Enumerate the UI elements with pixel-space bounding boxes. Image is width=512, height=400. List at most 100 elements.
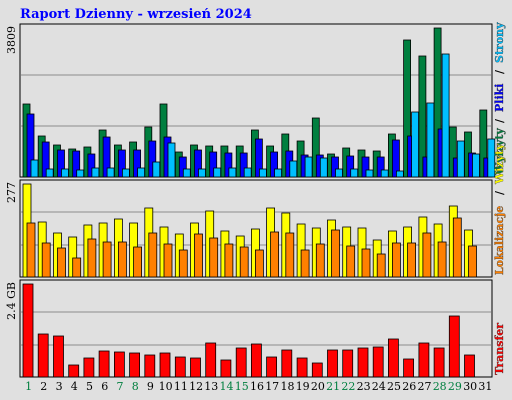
bottom-bar-transfer-day-3: [54, 336, 64, 377]
top-legend-separator: /: [493, 69, 506, 74]
middle-bar-lokalizacje-day-29: [453, 218, 461, 277]
middle-bar-lokalizacje-day-21: [332, 230, 340, 277]
x-tick-label-day-27: 27: [418, 380, 432, 393]
bottom-bar-transfer-day-2: [38, 334, 48, 377]
x-tick-label-day-6: 6: [101, 380, 108, 393]
middle-bar-lokalizacje-day-12: [195, 234, 203, 277]
x-tick-label-day-16: 16: [250, 380, 264, 393]
chart-title: Raport Dzienny - wrzesień 2024: [20, 7, 252, 22]
top-bar-strony-day-24: [381, 170, 388, 177]
top-bar-strony-day-18: [290, 161, 297, 177]
middle-bar-lokalizacje-day-19: [301, 250, 309, 277]
bottom-bar-transfer-day-1: [23, 284, 33, 377]
bottom-bar-transfer-day-21: [328, 350, 338, 377]
x-tick-label-day-15: 15: [235, 380, 249, 393]
middle-bar-lokalizacje-day-22: [347, 246, 355, 277]
middle-bar-lokalizacje-day-28: [438, 242, 446, 277]
x-tick-label-day-30: 30: [463, 380, 477, 393]
x-tick-label-day-10: 10: [159, 380, 173, 393]
top-bar-strony-day-22: [351, 169, 358, 177]
x-tick-label-day-9: 9: [147, 380, 154, 393]
x-tick-label-day-14: 14: [220, 380, 234, 393]
x-tick-label-day-20: 20: [311, 380, 325, 393]
bottom-bar-transfer-day-28: [434, 348, 444, 377]
top-bar-strony-day-10: [168, 143, 175, 177]
top-bar-strony-day-27: [427, 103, 434, 177]
bottom-bar-transfer-day-20: [312, 363, 322, 377]
middle-bar-lokalizacje-day-14: [225, 244, 233, 277]
top-legend-pliki: Pliki: [493, 84, 506, 112]
top-bar-strony-day-12: [199, 169, 206, 177]
x-tick-label-day-31: 31: [478, 380, 492, 393]
middle-bar-lokalizacje-day-24: [377, 254, 385, 277]
x-tick-label-day-1: 1: [25, 380, 32, 393]
middle-bar-lokalizacje-day-9: [149, 233, 157, 277]
bottom-bar-transfer-day-16: [251, 344, 261, 377]
x-tick-label-day-5: 5: [86, 380, 93, 393]
top-bar-strony-day-6: [107, 168, 114, 177]
top-bar-strony-day-14: [229, 168, 236, 177]
bottom-bar-transfer-day-14: [221, 360, 231, 377]
x-tick-label-day-18: 18: [281, 380, 295, 393]
bottom-bar-transfer-day-8: [130, 353, 140, 377]
x-tick-label-day-26: 26: [402, 380, 416, 393]
bottom-bar-transfer-day-26: [404, 359, 414, 377]
bottom-bar-transfer-day-6: [99, 351, 109, 377]
middle-bar-lokalizacje-day-11: [179, 250, 187, 277]
middle-bar-lokalizacje-day-8: [134, 247, 142, 277]
top-bar-strony-day-9: [153, 162, 160, 177]
top-bar-strony-day-2: [46, 169, 53, 177]
x-tick-label-day-17: 17: [265, 380, 279, 393]
top-bar-strony-day-8: [138, 168, 145, 177]
bottom-legend-transfer: Transfer: [493, 323, 506, 375]
middle-bar-lokalizacje-day-13: [210, 238, 218, 277]
top-bar-strony-day-3: [62, 169, 69, 177]
top-bar-strony-day-19: [305, 157, 312, 177]
top-bar-strony-day-4: [77, 170, 84, 177]
x-tick-label-day-12: 12: [189, 380, 203, 393]
bottom-bar-transfer-day-7: [114, 352, 124, 377]
top-bar-strony-day-15: [244, 168, 251, 177]
top-bar-strony-day-11: [183, 169, 190, 177]
middle-bar-lokalizacje-day-30: [469, 246, 477, 277]
middle-legend-separator: /: [493, 190, 506, 195]
middle-bar-lokalizacje-day-5: [88, 239, 96, 277]
top-bar-strony-day-25: [396, 171, 403, 177]
bottom-bar-transfer-day-10: [160, 353, 170, 377]
x-tick-label-day-25: 25: [387, 380, 401, 393]
bottom-bar-transfer-day-30: [465, 355, 475, 377]
bottom-bar-transfer-day-4: [69, 365, 79, 377]
middle-bar-lokalizacje-day-1: [27, 223, 35, 277]
middle-bar-lokalizacje-day-18: [286, 233, 294, 277]
x-tick-label-day-4: 4: [71, 380, 78, 393]
x-tick-label-day-19: 19: [296, 380, 310, 393]
bottom-bar-transfer-day-17: [267, 357, 277, 377]
bottom-bar-transfer-day-23: [358, 348, 368, 377]
x-tick-label-day-2: 2: [40, 380, 47, 393]
top-bar-strony-day-1: [31, 160, 38, 177]
top-bar-strony-day-30: [473, 154, 480, 177]
middle-bar-lokalizacje-day-20: [316, 244, 324, 277]
middle-bar-lokalizacje-day-6: [103, 242, 111, 277]
middle-bar-lokalizacje-day-23: [362, 249, 370, 277]
top-bar-strony-day-28: [442, 54, 449, 177]
middle-bar-lokalizacje-day-2: [42, 243, 50, 277]
top-bar-strony-day-20: [320, 158, 327, 177]
middle-bar-lokalizacje-day-15: [240, 247, 248, 277]
middle-bar-lokalizacje-day-26: [408, 243, 416, 277]
bottom-bar-transfer-day-5: [84, 358, 94, 377]
bottom-bar-transfer-day-25: [388, 339, 398, 377]
x-tick-label-day-28: 28: [433, 380, 447, 393]
middle-bar-lokalizacje-day-7: [118, 242, 126, 277]
bottom-bar-transfer-day-15: [236, 348, 246, 377]
top-bar-strony-day-16: [259, 169, 266, 177]
x-tick-label-day-11: 11: [174, 380, 188, 393]
middle-bar-lokalizacje-day-16: [255, 250, 263, 277]
x-tick-label-day-21: 21: [326, 380, 340, 393]
bottom-bar-transfer-day-27: [419, 343, 429, 377]
bottom-y-max-label: 2.4 GB: [5, 282, 18, 320]
top-bar-strony-day-21: [336, 169, 343, 177]
middle-bar-lokalizacje-day-25: [392, 243, 400, 277]
bottom-bar-transfer-day-29: [449, 316, 459, 377]
